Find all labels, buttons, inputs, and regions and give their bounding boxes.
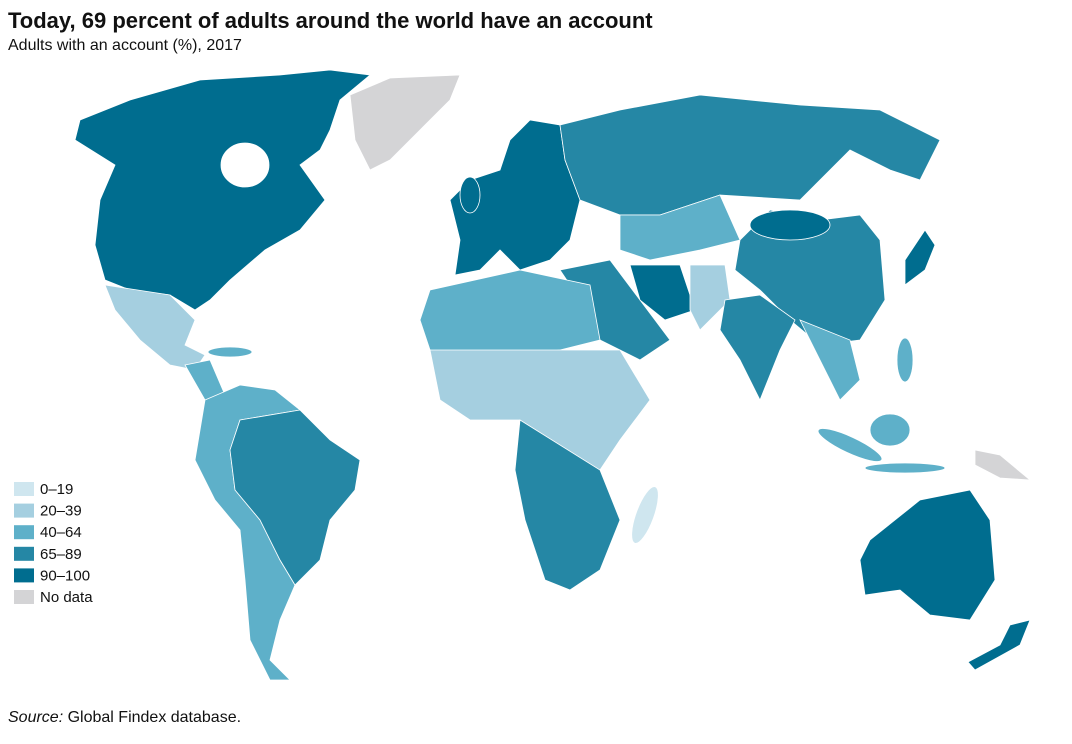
legend-label: 40–64 bbox=[40, 524, 82, 541]
legend-swatch bbox=[14, 546, 34, 561]
southern-africa bbox=[514, 419, 621, 591]
philippines bbox=[896, 337, 914, 383]
hudson-bay bbox=[220, 142, 270, 188]
australia bbox=[859, 489, 996, 621]
north-africa bbox=[419, 269, 601, 361]
new-guinea bbox=[974, 449, 1032, 481]
legend-label: No data bbox=[40, 589, 93, 606]
legend-label: 65–89 bbox=[40, 546, 82, 563]
mongolia bbox=[749, 209, 831, 241]
japan bbox=[904, 229, 936, 286]
sumatra bbox=[817, 428, 883, 462]
legend-swatch bbox=[14, 525, 34, 540]
brazil bbox=[229, 409, 361, 586]
legend: 0–19 20–39 40–64 65–89 90–100 No data bbox=[14, 481, 93, 606]
subtitle: Adults with an account (%), 2017 bbox=[8, 37, 242, 54]
legend-swatch bbox=[14, 503, 34, 518]
legend-swatch bbox=[14, 590, 34, 604]
south-central-asia bbox=[689, 264, 731, 331]
russia bbox=[559, 94, 941, 216]
india bbox=[719, 294, 796, 401]
southeast-asia bbox=[799, 319, 861, 401]
title: Today, 69 percent of adults around the w… bbox=[8, 8, 653, 33]
greenland bbox=[349, 74, 461, 171]
legend-label: 0–19 bbox=[40, 481, 73, 498]
source-label: Source: bbox=[8, 709, 63, 726]
iran bbox=[629, 264, 696, 321]
borneo bbox=[869, 413, 911, 447]
source: Source: Global Findex database. bbox=[8, 709, 241, 726]
legend-swatch bbox=[14, 482, 34, 496]
java bbox=[864, 462, 946, 474]
new-zealand bbox=[967, 619, 1031, 671]
uk bbox=[459, 176, 481, 214]
caribbean bbox=[207, 346, 253, 358]
north-america bbox=[74, 69, 371, 311]
central-asia bbox=[619, 194, 741, 261]
madagascar bbox=[631, 486, 659, 544]
source-text: Global Findex database. bbox=[68, 709, 241, 726]
world-map bbox=[74, 69, 1032, 681]
legend-label: 90–100 bbox=[40, 567, 90, 584]
europe bbox=[449, 119, 581, 276]
legend-swatch bbox=[14, 568, 34, 583]
legend-label: 20–39 bbox=[40, 503, 82, 520]
